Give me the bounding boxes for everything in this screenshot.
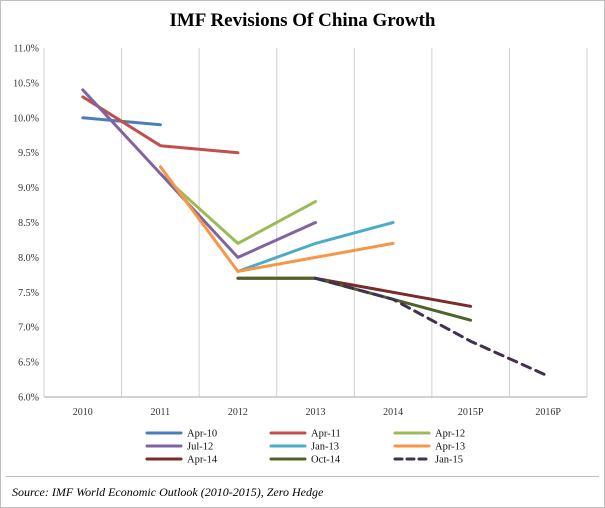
y-tick-label: 7.0% <box>18 323 39 334</box>
plot-lines <box>81 88 550 378</box>
y-tick-label: 10.5% <box>13 78 39 89</box>
legend-label: Jan-15 <box>435 455 463 466</box>
x-tick-label: 2012 <box>228 407 248 418</box>
x-tick-label: 2015P <box>458 407 484 418</box>
legend: Apr-10 Apr-11 Apr-12 Jul-12 Jan-13 Apr-13 Apr-… <box>145 429 465 466</box>
y-tick-label: 10.0% <box>13 113 39 124</box>
legend-label: Apr-12 <box>435 429 465 440</box>
grid <box>43 48 588 398</box>
y-tick-label: 9.0% <box>18 183 39 194</box>
legend-label: Apr-11 <box>311 429 341 440</box>
series-line-apr-12 <box>158 172 317 245</box>
x-tick-label: 2014 <box>383 407 403 418</box>
y-tick-label: 11.0% <box>14 44 39 55</box>
x-axis: 2010 2011 2012 2013 2014 2015P 2016P <box>73 407 562 418</box>
source-note: Source: IMF World Economic Outlook (2010… <box>12 485 324 499</box>
y-tick-label: 8.5% <box>18 218 39 229</box>
x-tick-label: 2016P <box>535 407 561 418</box>
y-tick-label: 6.0% <box>18 393 39 404</box>
y-tick-label: 8.0% <box>18 253 39 264</box>
series-line-jul-12 <box>81 88 317 259</box>
x-tick-label: 2011 <box>151 407 171 418</box>
legend-label: Jul-12 <box>187 442 213 453</box>
legend-label: Apr-13 <box>435 442 465 453</box>
legend-label: Apr-10 <box>187 429 217 440</box>
series-line-apr-13 <box>158 165 395 273</box>
legend-label: Oct-14 <box>311 455 341 466</box>
series-line-jan-15 <box>314 276 550 378</box>
legend-label: Apr-14 <box>187 455 218 466</box>
x-tick-label: 2010 <box>73 407 93 418</box>
y-axis: 6.0% 6.5% 7.0% 7.5% 8.0% 8.5% 9.0% 9.5% 10.0% 10.… <box>13 44 39 404</box>
y-tick-label: 6.5% <box>18 358 39 369</box>
x-tick-label: 2013 <box>306 407 326 418</box>
source-divider <box>6 476 599 477</box>
y-tick-label: 9.5% <box>18 148 39 159</box>
chart-title: IMF Revisions Of China Growth <box>169 10 436 31</box>
legend-label: Jan-13 <box>311 442 339 453</box>
y-tick-label: 7.5% <box>18 288 39 299</box>
series-line-jan-13 <box>236 221 395 273</box>
series-line-apr-11 <box>81 95 240 155</box>
